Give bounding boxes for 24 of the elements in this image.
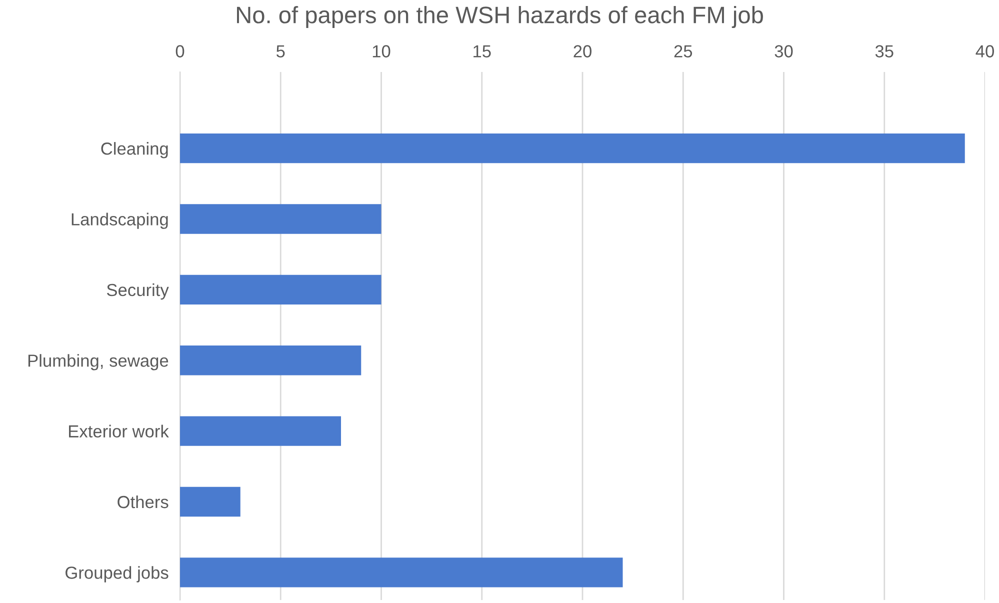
x-tick-label: 20 xyxy=(574,45,592,58)
bar xyxy=(180,204,382,234)
x-tick-label: 25 xyxy=(674,45,692,58)
bar xyxy=(180,416,341,446)
y-tick-label: Security xyxy=(106,283,169,300)
chart-title: No. of papers on the WSH hazards of each FM job xyxy=(237,6,763,28)
x-tick-label: 5 xyxy=(276,45,285,58)
bar xyxy=(180,346,362,376)
x-tick-label: 30 xyxy=(774,45,793,58)
y-tick-label: Plumbing, sewage xyxy=(28,354,168,370)
x-tick-label: 35 xyxy=(875,45,894,58)
bar xyxy=(180,486,240,517)
x-tick-label: 10 xyxy=(372,45,390,58)
bar xyxy=(180,274,382,305)
y-tick-label: Cleaning xyxy=(101,142,168,158)
x-tick-label: 0 xyxy=(176,45,184,58)
x-tick-label: 15 xyxy=(474,45,491,58)
y-tick-label: Landscaping xyxy=(72,212,168,229)
bar xyxy=(180,558,623,588)
y-tick-label: Grouped jobs xyxy=(66,566,168,582)
x-tick-label: 40 xyxy=(976,45,994,58)
y-tick-label: Exterior work xyxy=(69,424,169,438)
y-tick-label: Others xyxy=(118,495,168,508)
bar xyxy=(180,133,965,164)
